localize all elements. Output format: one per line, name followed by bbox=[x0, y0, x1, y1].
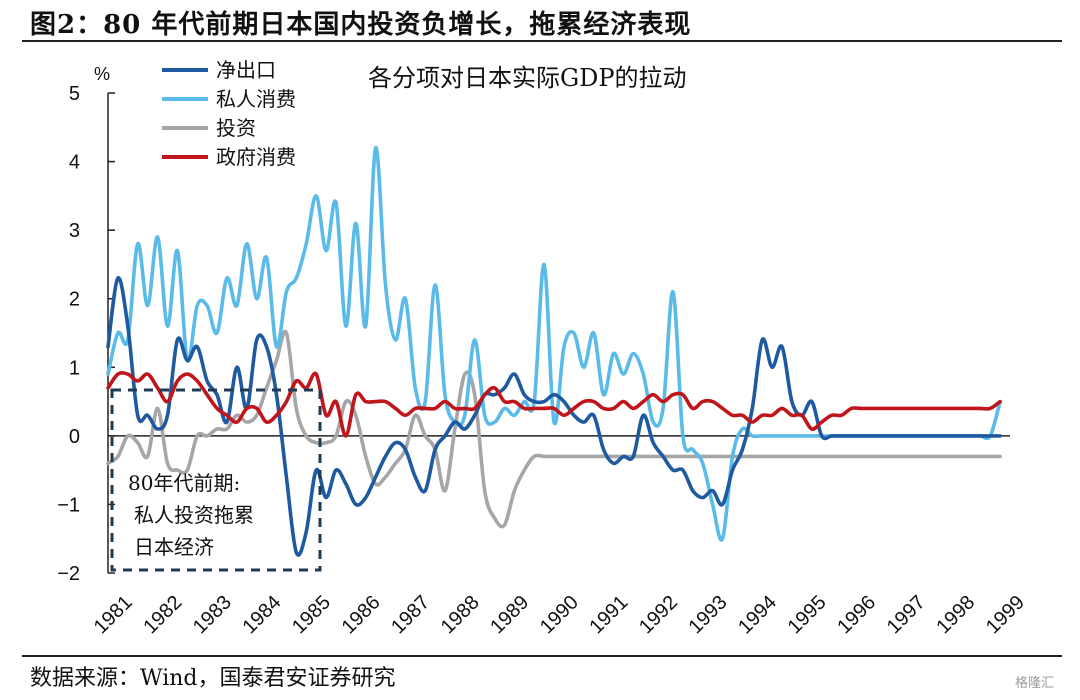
y-tick-label: 1 bbox=[69, 357, 80, 379]
legend-label: 投资 bbox=[216, 116, 256, 140]
x-tick-label: 1989 bbox=[486, 591, 533, 638]
series-line-1 bbox=[106, 146, 1002, 542]
series-layer bbox=[106, 146, 1002, 557]
x-tick-label: 1990 bbox=[536, 591, 583, 638]
x-tick-label: 1987 bbox=[387, 591, 434, 638]
x-tick-label: 1992 bbox=[635, 591, 682, 638]
x-tick-label: 1998 bbox=[932, 591, 979, 638]
annotation-line-2: 私人投资拖累 bbox=[134, 503, 254, 527]
y-tick-label: 4 bbox=[69, 152, 80, 174]
x-tick-label: 1985 bbox=[288, 591, 335, 638]
series-line-3 bbox=[106, 371, 1002, 438]
x-tick-label: 1981 bbox=[90, 591, 137, 638]
y-tick-label: 5 bbox=[69, 83, 80, 105]
source-note: 数据来源：Wind，国泰君安证券研究 bbox=[30, 666, 396, 691]
x-tick-label: 1995 bbox=[784, 591, 831, 638]
annotation-line-3: 日本经济 bbox=[134, 535, 214, 559]
annotation-box bbox=[110, 388, 322, 572]
series-line-2 bbox=[106, 329, 1002, 529]
figure-title: 图2：80 年代前期日本国内投资负增长，拖累经济表现 bbox=[30, 10, 692, 40]
legend-label: 政府消费 bbox=[216, 145, 296, 169]
legend-label: 净出口 bbox=[216, 58, 276, 82]
x-tick-label: 1991 bbox=[585, 591, 632, 638]
y-tick-label: 0 bbox=[69, 426, 80, 448]
x-tick-label: 1982 bbox=[139, 591, 186, 638]
x-tick-label: 1988 bbox=[437, 591, 484, 638]
legend-label: 私人消费 bbox=[216, 87, 296, 111]
title-rule bbox=[22, 40, 1062, 42]
y-axis-unit: % bbox=[94, 64, 110, 84]
x-tick-label: 1997 bbox=[883, 591, 930, 638]
chart-subtitle: 各分项对日本实际GDP的拉动 bbox=[368, 64, 687, 92]
x-tick-label: 1984 bbox=[238, 591, 285, 638]
watermark-logo: 格隆汇 bbox=[1014, 676, 1054, 691]
footer-rule bbox=[22, 655, 1062, 657]
series-line-0 bbox=[106, 276, 1002, 557]
y-tick-label: −1 bbox=[57, 494, 80, 516]
x-tick-label: 1983 bbox=[189, 591, 236, 638]
annotation-line-1: 80年代前期: bbox=[128, 471, 240, 495]
x-tick-label: 1999 bbox=[982, 591, 1029, 638]
y-tick-label: 3 bbox=[69, 220, 80, 242]
x-tick-label: 1986 bbox=[338, 591, 385, 638]
x-tick-label: 1996 bbox=[833, 591, 880, 638]
y-tick-label: −2 bbox=[57, 563, 80, 585]
y-tick-label: 2 bbox=[69, 289, 80, 311]
x-tick-label: 1994 bbox=[734, 591, 781, 638]
x-tick-label: 1993 bbox=[685, 591, 732, 638]
